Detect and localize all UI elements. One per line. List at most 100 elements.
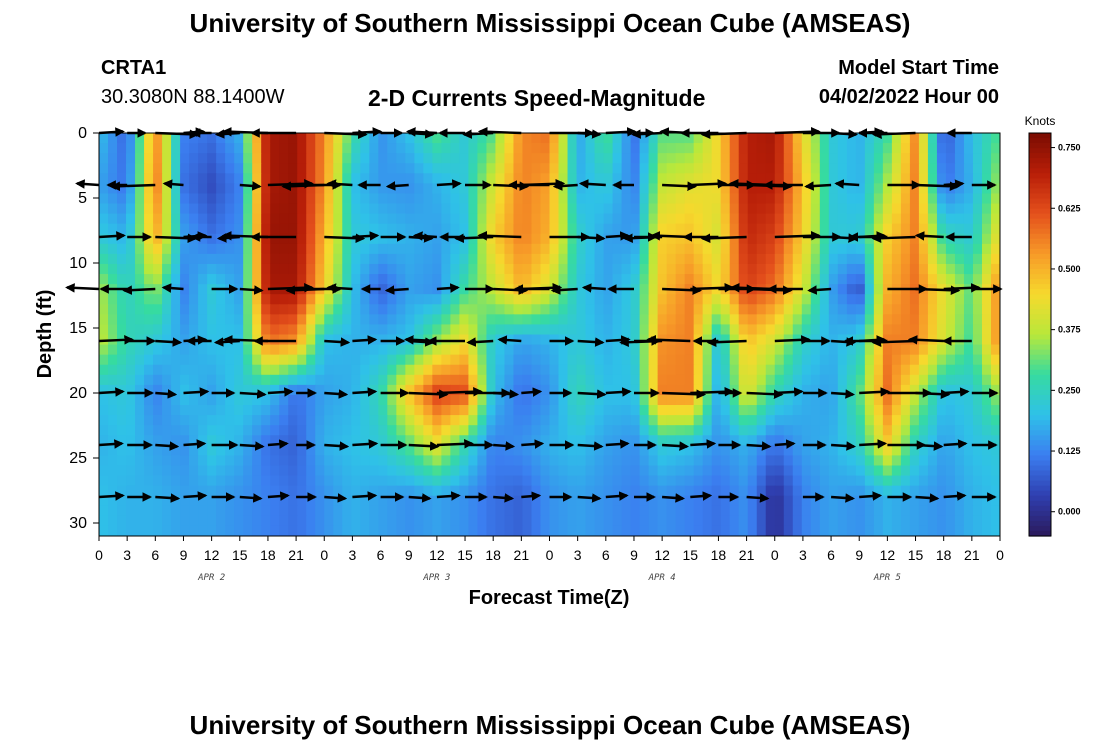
heatmap-cell <box>963 253 974 265</box>
current-vector-arrow <box>497 335 522 345</box>
heatmap-cell <box>279 314 289 326</box>
heatmap-cell <box>846 163 857 174</box>
heatmap-cell <box>540 405 551 416</box>
heatmap-cell <box>144 364 154 376</box>
heatmap-cell <box>162 455 172 467</box>
heatmap-cell <box>774 193 785 205</box>
heatmap-cell <box>522 525 533 536</box>
heatmap-cell <box>837 354 848 366</box>
heatmap-cell <box>279 505 289 517</box>
heatmap-cell <box>666 415 677 426</box>
heatmap-cell <box>873 143 884 154</box>
heatmap-cell <box>621 384 632 396</box>
heatmap-cell <box>990 213 1000 225</box>
heatmap-cell <box>396 143 406 154</box>
heatmap-cell <box>765 274 776 285</box>
heatmap-cell <box>792 374 803 386</box>
colorbar-swatch <box>1029 339 1051 346</box>
heatmap-cell <box>576 203 587 215</box>
heatmap-cell <box>360 294 370 305</box>
heatmap-cell <box>711 183 722 195</box>
heatmap-cell <box>882 213 893 225</box>
heatmap-cell <box>135 374 145 386</box>
heatmap-cell <box>945 294 956 305</box>
heatmap-cell <box>180 253 190 265</box>
heatmap-cell <box>495 475 506 487</box>
heatmap-cell <box>504 435 515 446</box>
current-vector-arrow <box>285 285 325 295</box>
heatmap-cell <box>180 284 190 295</box>
heatmap-cell <box>531 475 542 487</box>
heatmap-cell <box>162 314 172 326</box>
heatmap-cell <box>369 415 379 426</box>
heatmap-cell <box>963 465 974 477</box>
heatmap-cell <box>882 505 893 517</box>
heatmap-cell <box>828 384 839 396</box>
heatmap-cell <box>927 143 938 154</box>
heatmap-cell <box>369 143 379 154</box>
heatmap-cell <box>162 284 172 295</box>
heatmap-cell <box>279 394 289 406</box>
heatmap-cell <box>324 394 334 406</box>
heatmap-cell <box>252 163 262 174</box>
heatmap-cell <box>945 405 956 416</box>
current-vector-arrow <box>352 387 378 397</box>
heatmap-cell <box>666 263 677 275</box>
heatmap-cell <box>243 213 253 225</box>
heatmap-cell <box>675 253 686 265</box>
heatmap-cell <box>873 405 884 416</box>
heatmap-cell <box>585 374 596 386</box>
heatmap-cell <box>126 133 136 144</box>
heatmap-cell <box>711 163 722 174</box>
heatmap-cell <box>801 213 812 225</box>
heatmap-cell <box>801 133 812 144</box>
heatmap-cell <box>765 263 776 275</box>
heatmap-cell <box>567 394 578 406</box>
heatmap-cell <box>990 344 1000 356</box>
heatmap-cell <box>729 445 740 456</box>
heatmap-cell <box>729 243 740 255</box>
heatmap-cell <box>252 374 262 386</box>
heatmap-cell <box>198 505 208 517</box>
heatmap-cell <box>729 324 740 336</box>
colorbar-swatch <box>1029 515 1051 522</box>
heatmap-cell <box>846 203 857 215</box>
heatmap-cell <box>594 263 605 275</box>
x-tick-label: 12 <box>429 547 445 563</box>
heatmap-cell <box>486 153 497 164</box>
heatmap-cell <box>603 203 614 215</box>
heatmap-cell <box>378 143 388 154</box>
heatmap-cell <box>153 163 163 174</box>
heatmap-cell <box>648 425 659 436</box>
heatmap-cell <box>396 344 406 356</box>
heatmap-cell <box>378 445 388 456</box>
heatmap-cell <box>639 183 650 195</box>
heatmap-cell <box>918 243 929 255</box>
heatmap-cell <box>360 495 370 507</box>
heatmap-cell <box>765 193 776 205</box>
heatmap-cell <box>603 364 614 376</box>
heatmap-cell <box>315 213 325 225</box>
heatmap-cell <box>900 233 911 245</box>
heatmap-cell <box>531 445 542 456</box>
heatmap-cell <box>981 475 992 487</box>
heatmap-cell <box>783 253 794 265</box>
heatmap-cell <box>981 153 992 164</box>
heatmap-cell <box>819 405 830 416</box>
heatmap-cell <box>963 193 974 205</box>
heatmap-cell <box>243 153 253 164</box>
heatmap-cell <box>738 495 749 507</box>
heatmap-cell <box>900 525 911 536</box>
heatmap-cell <box>135 485 145 497</box>
heatmap-cell <box>549 324 560 336</box>
heatmap-cell <box>288 415 298 426</box>
heatmap-cell <box>756 384 767 396</box>
heatmap-cell <box>981 203 992 215</box>
heatmap-cell <box>261 143 271 154</box>
heatmap-cell <box>630 425 641 436</box>
heatmap-cell <box>153 143 163 154</box>
current-vector-arrow <box>550 285 578 295</box>
heatmap-cell <box>711 344 722 356</box>
heatmap-cell <box>504 143 515 154</box>
